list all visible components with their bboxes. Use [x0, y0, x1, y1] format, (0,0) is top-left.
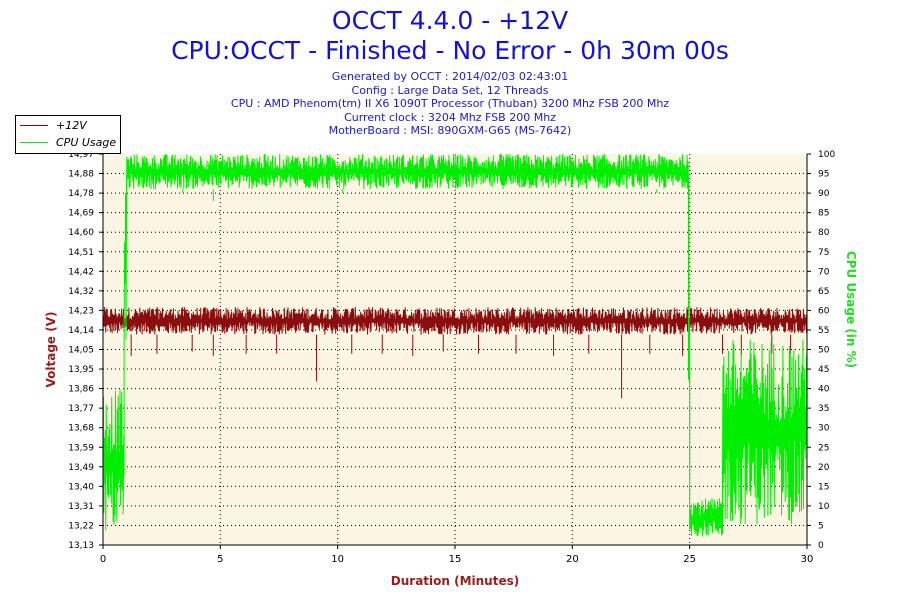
- y-right-tick-label: 80: [818, 228, 830, 238]
- y-left-tick-label: 13,49: [68, 463, 94, 473]
- y-right-tick-label: 10: [818, 502, 830, 512]
- y-left-tick-label: 14,60: [68, 228, 94, 238]
- y-left-tick-label: 13,40: [68, 482, 94, 492]
- y-right-tick-label: 15: [818, 482, 829, 492]
- chart-title: OCCT 4.4.0 - +12V: [331, 6, 569, 35]
- y-left-tick-label: 14,42: [68, 267, 94, 277]
- x-tick-label: 20: [566, 554, 579, 565]
- y-left-tick-label: 13,95: [68, 365, 94, 375]
- legend-item-cpu: CPU Usage: [20, 135, 116, 149]
- y-right-tick-label: 45: [818, 365, 829, 375]
- x-axis-title: Duration (Minutes): [391, 574, 519, 588]
- x-tick-label: 0: [100, 554, 106, 565]
- y-left-tick-label: 13,13: [68, 541, 94, 551]
- legend: +12V CPU Usage: [15, 115, 121, 154]
- y-right-tick-label: 90: [818, 189, 830, 199]
- y-left-tick-label: 14,14: [68, 326, 94, 336]
- y-left-tick-label: 14,88: [68, 170, 94, 180]
- y-right-tick-label: 85: [818, 209, 829, 219]
- legend-item-voltage: +12V: [20, 118, 87, 132]
- info-config: Config : Large Data Set, 12 Threads: [351, 83, 549, 97]
- x-tick-label: 25: [683, 554, 696, 565]
- legend-swatch-voltage: [20, 124, 48, 126]
- y-right-tick-label: 50: [818, 346, 830, 356]
- x-tick-label: 15: [449, 554, 462, 565]
- y-left-tick-label: 13,31: [68, 502, 94, 512]
- y-right-tick-label: 25: [818, 443, 829, 453]
- info-cpu: CPU : AMD Phenom(tm) II X6 1090T Process…: [230, 97, 670, 111]
- y-right-tick-label: 55: [818, 326, 829, 336]
- cpu-series-line: [102, 153, 808, 537]
- y-right-tick-label: 5: [818, 521, 824, 531]
- y-left-tick-label: 14,23: [68, 306, 94, 316]
- legend-label-voltage: +12V: [56, 118, 87, 132]
- y-right-tick-label: 30: [818, 424, 830, 434]
- y-left-tick-label: 13,59: [68, 443, 94, 453]
- x-tick-label: 10: [331, 554, 344, 565]
- y-left-tick-label: 13,68: [68, 424, 94, 434]
- y-right-tick-label: 100: [818, 150, 835, 160]
- info-motherboard: MotherBoard : MSI: 890GXM-G65 (MS-7642): [328, 124, 572, 138]
- y-axis-left-title: Voltage (V): [44, 312, 58, 388]
- voltage-series-line: [102, 306, 808, 335]
- y-right-tick-label: 65: [818, 287, 829, 297]
- y-left-tick-label: 13,22: [68, 521, 94, 531]
- y-left-tick-label: 13,86: [68, 385, 94, 395]
- legend-swatch-cpu: [20, 141, 48, 143]
- y-left-tick-label: 14,05: [68, 346, 94, 356]
- y-left-tick-label: 14,97: [68, 150, 94, 160]
- x-tick-label: 5: [217, 554, 223, 565]
- chart-subtitle: CPU:OCCT - Finished - No Error - 0h 30m …: [171, 36, 729, 65]
- x-tick-label: 30: [801, 554, 814, 565]
- y-left-tick-label: 14,69: [68, 209, 94, 219]
- run-info: Generated by OCCT : 2014/02/03 02:43:01 …: [0, 70, 900, 138]
- y-right-tick-label: 20: [818, 463, 830, 473]
- y-left-tick-label: 13,77: [68, 404, 94, 414]
- y-right-tick-label: 60: [818, 306, 830, 316]
- y-left-tick-label: 14,78: [68, 189, 94, 199]
- y-right-tick-label: 35: [818, 404, 829, 414]
- y-right-tick-label: 70: [818, 267, 830, 277]
- y-left-tick-label: 14,32: [68, 287, 94, 297]
- y-left-tick-label: 14,51: [68, 248, 94, 258]
- y-right-tick-label: 75: [818, 248, 829, 258]
- info-generated: Generated by OCCT : 2014/02/03 02:43:01: [331, 70, 569, 83]
- y-right-tick-label: 0: [818, 541, 824, 551]
- legend-label-cpu: CPU Usage: [56, 135, 117, 149]
- info-clock: Current clock : 3204 Mhz FSB 200 Mhz: [344, 110, 556, 124]
- y-axis-right-title: CPU Usage (in %): [844, 251, 858, 368]
- y-right-tick-label: 40: [818, 385, 830, 395]
- y-right-tick-label: 95: [818, 170, 829, 180]
